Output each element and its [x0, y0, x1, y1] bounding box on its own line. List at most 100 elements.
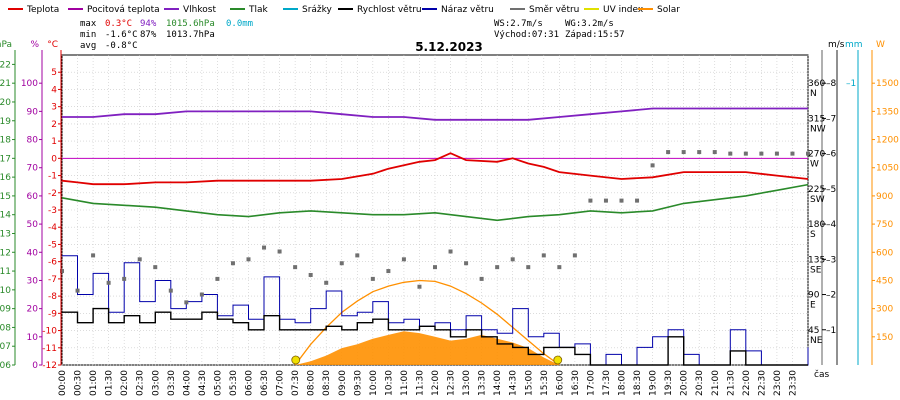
wind-direction-point [479, 276, 484, 281]
axis-tick-label-temp: -9 [48, 309, 57, 319]
wind-direction-point [448, 249, 453, 254]
axis-tick-label-pct: 40 [27, 248, 39, 258]
x-tick-label: 15:30 [540, 370, 550, 396]
stat-min-press: 1013.7hPa [166, 30, 215, 40]
wind-direction-point [199, 292, 204, 297]
series-pressure [61, 183, 809, 222]
axis-tick-label-hpa: 1021 [0, 79, 11, 89]
wind-direction-point [308, 272, 313, 277]
x-tick-label: 16:30 [571, 370, 581, 396]
stat-min-hum: 87% [140, 30, 157, 40]
wind-direction-point [790, 151, 795, 156]
wind-direction-point [681, 150, 686, 155]
wind-direction-point [417, 284, 422, 289]
wind-direction-point [153, 265, 158, 270]
wind-direction-point [122, 276, 127, 281]
info-sunset: Západ:15:57 [565, 30, 625, 40]
axis-unit-ms: m/s [828, 40, 845, 50]
axis-unit-mm: mm [845, 40, 863, 50]
solar-max-line [294, 279, 560, 366]
series-humidity [62, 107, 808, 121]
legend-label: Směr větru [529, 5, 579, 15]
wind-direction-point [712, 150, 717, 155]
axis-unit-hpa: hPa [0, 40, 12, 50]
axis-tick-label-temp: 1 [51, 137, 57, 147]
legend-label: Pocitová teplota [87, 5, 160, 15]
axis-tick-label-temp: 5 [51, 68, 57, 78]
axis-dir-label: NE [810, 336, 823, 346]
axis-tick-label-w: 750 [876, 220, 893, 230]
axis-tick-label-pct: 20 [27, 305, 39, 315]
wind-sun-info: WS:2.7m/s WG:3.2m/s Východ:07:31 Západ:1… [494, 19, 625, 40]
axis-tick-label-temp: -2 [48, 189, 57, 199]
x-tick-label: 22:00 [742, 370, 752, 396]
axis-tick-label-hpa: 1022 [0, 60, 11, 70]
x-tick-label: 19:30 [664, 370, 674, 396]
axis-tick-label-dir: 315 [808, 114, 825, 124]
axis-tick-label-ms: –5 [826, 185, 836, 195]
x-tick-label: 14:00 [493, 370, 503, 396]
x-tick-label: 02:00 [120, 370, 130, 396]
axis-tick-label-hpa: 1010 [0, 286, 11, 296]
stat-max-hum: 94% [140, 19, 157, 29]
axis-dir-label: E [810, 301, 816, 311]
axis-tick-label-hpa: 1017 [0, 154, 11, 164]
x-tick-label: 11:30 [415, 370, 425, 396]
axis-tick-label-hpa: 1007 [0, 342, 11, 352]
wind-direction-point [541, 253, 546, 258]
series-temperature [61, 152, 809, 186]
axis-tick-label-w: 900 [876, 192, 893, 202]
x-tick-label: 18:00 [618, 370, 628, 396]
axis-tick-label-temp: -11 [42, 344, 57, 354]
x-tick-label: 22:30 [757, 370, 767, 396]
chart-title: 5.12.2023 [415, 40, 483, 54]
wind-direction-point [433, 265, 437, 270]
axis-tick-label-temp: -1 [48, 172, 57, 182]
x-tick-label: 00:30 [74, 370, 84, 396]
wind-direction-point [774, 151, 779, 156]
x-tick-label: 01:30 [105, 370, 115, 396]
legend-label: Teplota [26, 5, 59, 15]
x-tick-label: 05:00 [213, 370, 223, 396]
axis-tick-label-temp: -10 [42, 327, 57, 337]
x-tick-label: 19:00 [649, 370, 659, 396]
stat-avg-label: avg [80, 41, 96, 51]
legend-label: Srážky [302, 5, 333, 15]
wind-direction-point [293, 265, 298, 270]
wind-direction-point [557, 265, 562, 270]
x-tick-label: 09:00 [338, 370, 348, 396]
x-tick-label: 04:00 [182, 370, 192, 396]
axis-tick-label-hpa: 1006 [0, 361, 11, 371]
info-ws: WS:2.7m/s [494, 19, 543, 29]
axis-unit-pct: % [30, 40, 39, 50]
legend-label: UV index [603, 5, 644, 15]
axis-tick-label-temp: 3 [51, 103, 57, 113]
wind-direction-point [697, 150, 702, 155]
axis-dir-label: NW [810, 124, 826, 134]
legend-label: Tlak [248, 5, 269, 15]
legend-label: Vlhkost [183, 5, 216, 15]
x-tick-label: 06:30 [260, 370, 270, 396]
x-tick-label: 07:30 [291, 370, 301, 396]
wind-direction-point [339, 261, 344, 266]
axis-tick-label-w: 1200 [876, 136, 899, 146]
wind-direction-point [215, 276, 220, 281]
wind-direction-point [106, 280, 111, 285]
x-tick-label: 10:00 [369, 370, 379, 396]
plot-area [60, 107, 810, 366]
axis-tick-label-temp: 0 [51, 154, 57, 164]
wind-direction-point [635, 198, 640, 203]
axis-tick-label-pct: 30 [27, 276, 39, 286]
wind-direction-point [184, 300, 189, 305]
wind-direction-point [137, 257, 142, 262]
axis-tick-label-dir: 270 [808, 150, 825, 160]
axis-tick-label-temp: -12 [42, 361, 57, 371]
axis-tick-label-mm: –1 [846, 79, 856, 89]
axis-tick-label-dir: 225 [808, 185, 825, 195]
wind-direction-point [572, 253, 577, 258]
x-tick-label: 13:00 [462, 370, 472, 396]
axis-tick-label-temp: 4 [51, 85, 57, 95]
series-wind-speed [62, 307, 808, 366]
